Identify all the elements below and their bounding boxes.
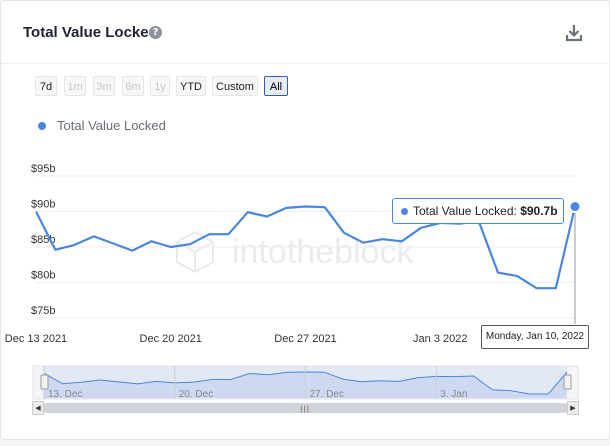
- data-tooltip: Total Value Locked: $90.7b: [392, 198, 564, 224]
- x-tick-label: Jan 3 2022: [413, 333, 467, 345]
- y-tick-label: $95b: [31, 163, 55, 175]
- legend-marker: [38, 122, 46, 130]
- y-tick-label: $75b: [31, 305, 55, 317]
- download-icon[interactable]: [564, 23, 584, 43]
- range-1m-button[interactable]: 1m: [64, 76, 86, 96]
- navigator-left-handle[interactable]: [40, 374, 49, 390]
- x-tick-label: Dec 20 2021: [140, 333, 202, 345]
- range-1y-button[interactable]: 1y: [150, 76, 170, 96]
- scroll-left-button[interactable]: ◀: [32, 401, 44, 415]
- tooltip-marker: [401, 208, 408, 215]
- x-tick-label: Dec 13 2021: [5, 333, 67, 345]
- legend-label: Total Value Locked: [57, 118, 166, 133]
- date-tooltip: Monday, Jan 10, 2022: [481, 325, 589, 349]
- card-header: Total Value Locked ?: [1, 1, 609, 64]
- x-tick-label: Dec 27 2021: [274, 333, 336, 345]
- navigator-label: 13. Dec: [48, 389, 82, 400]
- y-tick-label: $80b: [31, 270, 55, 282]
- navigator-label: 27. Dec: [310, 389, 344, 400]
- range-all-button[interactable]: All: [264, 76, 288, 96]
- hover-point-marker[interactable]: [568, 200, 582, 214]
- page-title: Total Value Locked: [23, 24, 158, 41]
- range-ytd-button[interactable]: YTD: [176, 76, 206, 96]
- navigator-right-handle[interactable]: [563, 374, 572, 390]
- navigator-label: 3. Jan: [440, 389, 467, 400]
- scrollbar-grip-icon: |||: [300, 405, 311, 413]
- series-line[interactable]: [35, 205, 577, 290]
- range-custom-button[interactable]: Custom: [212, 76, 258, 96]
- y-tick-label: $90b: [31, 199, 55, 211]
- tooltip-label: Total Value Locked:: [413, 204, 517, 218]
- scrollbar-thumb[interactable]: [44, 403, 567, 413]
- range-6m-button[interactable]: 6m: [122, 76, 144, 96]
- range-7d-button[interactable]: 7d: [35, 76, 57, 96]
- range-3m-button[interactable]: 3m: [93, 76, 115, 96]
- watermark: intotheblock: [176, 230, 414, 274]
- navigator-label: 20. Dec: [179, 389, 213, 400]
- scroll-right-button[interactable]: ▶: [567, 401, 579, 415]
- help-icon[interactable]: ?: [149, 26, 162, 39]
- tooltip-value: $90.7b: [520, 204, 558, 218]
